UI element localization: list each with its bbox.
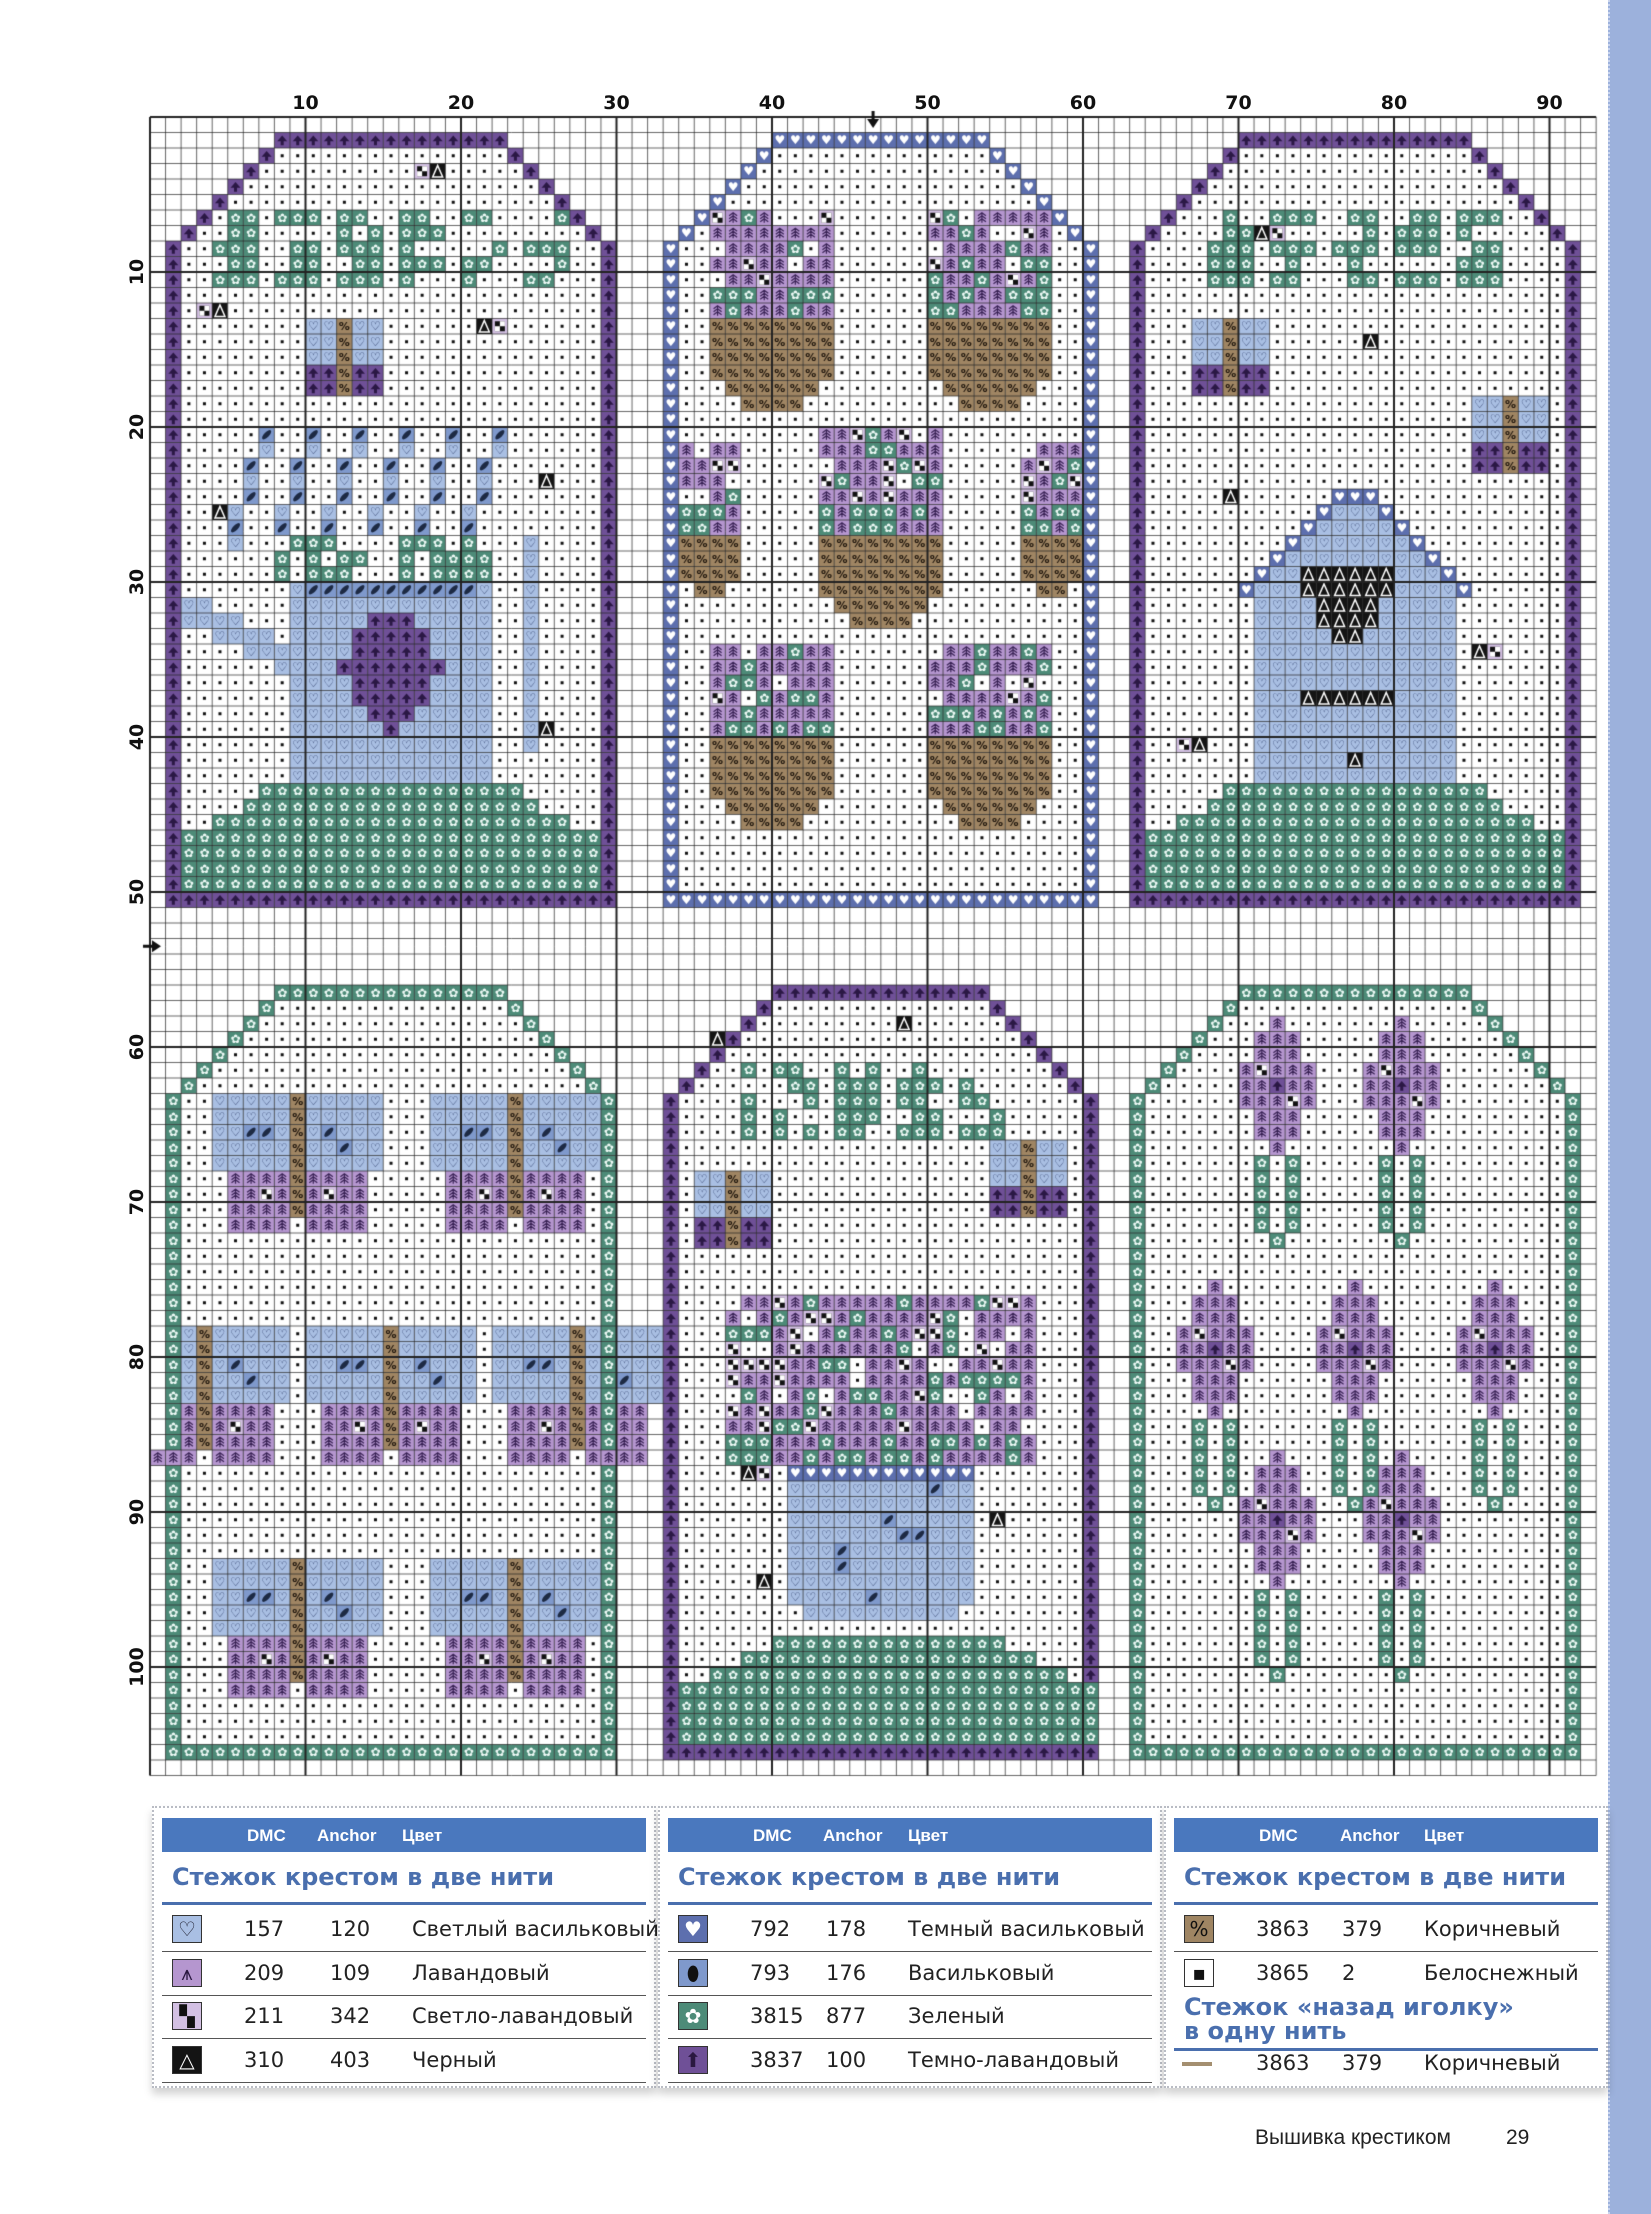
section-title: Стежок крестом в две нити: [172, 1863, 555, 1891]
legend-table-3: DMC Anchor Цвет Стежок крестом в две нит…: [1164, 1806, 1608, 2088]
legend-row: ⬮ 793 176 Васильковый: [668, 1952, 1152, 1996]
dmc-code: 3837: [750, 2047, 804, 2072]
color-name: Лавандовый: [412, 1960, 550, 1985]
color-name: Темный васильковый: [908, 1917, 1145, 1941]
backstitch-title: Стежок «назад иголку»: [1184, 1993, 1514, 2021]
left-tick-label: 30: [126, 568, 148, 596]
legend-row: ♥ 792 178 Темный васильковый: [668, 1908, 1152, 1952]
dmc-code: 793: [750, 1960, 791, 1985]
left-tick-label: 60: [126, 1033, 148, 1061]
top-tick-label: 50: [914, 92, 941, 114]
anchor-code: 176: [826, 1960, 867, 1985]
anchor-code: 100: [826, 2047, 867, 2072]
left-tick-label: 50: [126, 878, 148, 906]
backstitch-title-2: в одну нить: [1184, 2017, 1347, 2045]
top-tick-label: 20: [447, 92, 475, 114]
dmc-code: 157: [244, 1917, 285, 1941]
left-tick-label: 70: [126, 1188, 148, 1216]
top-tick-label: 30: [603, 92, 630, 114]
header-dmc: DMC: [753, 1826, 792, 1845]
dmc-code: 209: [244, 1960, 285, 1985]
dmc-code: 3863: [1256, 1917, 1310, 1941]
oval-slash-icon: ⬮: [678, 1958, 708, 1987]
legend-table-1: DMC Anchor Цвет Стежок крестом в две нит…: [152, 1806, 659, 2088]
line-icon: [1182, 2062, 1212, 2066]
section-title: Стежок крестом в две нити: [678, 1863, 1061, 1891]
legend-header: DMC Anchor Цвет: [162, 1818, 646, 1852]
header-anchor: Anchor: [317, 1826, 377, 1845]
legend-row: ▪ 3865 2 Белоснежный: [1174, 1952, 1598, 1995]
anchor-code: 342: [330, 2004, 371, 2028]
header-anchor: Anchor: [1340, 1826, 1400, 1845]
color-name: Коричневый: [1424, 2051, 1561, 2075]
anchor-code: 379: [1342, 1917, 1383, 1941]
left-tick-label: 90: [126, 1498, 148, 1526]
left-tick-label: 80: [126, 1343, 148, 1371]
color-name: Коричневый: [1424, 1917, 1561, 1941]
legend-row: △ 310 403 Черный: [162, 2039, 646, 2083]
header-color: Цвет: [908, 1826, 949, 1845]
tree-icon: ⩚: [172, 1958, 202, 1987]
heart-outline-icon: ♡: [172, 1915, 202, 1943]
legend-row: ♡ 157 120 Светлый васильковый: [162, 1908, 659, 1952]
legend-row: ⬆ 3837 100 Темно-лавандовый: [668, 2039, 1152, 2083]
legend-row-backstitch: 3863 379 Коричневый: [1174, 2042, 1598, 2085]
anchor-code: 379: [1342, 2051, 1383, 2075]
dmc-code: 792: [750, 1917, 791, 1941]
percent-icon: %: [1184, 1915, 1214, 1943]
top-tick-label: 60: [1069, 92, 1097, 114]
page-edge-stripe: [1608, 0, 1651, 2214]
legend-row: ▚ 211 342 Светло-лавандовый: [162, 1995, 646, 2039]
dmc-code: 3865: [1256, 1960, 1310, 1985]
legend-header: DMC Anchor Цвет: [1174, 1818, 1598, 1852]
arrow-up-icon: ⬆: [678, 2045, 708, 2074]
anchor-code: 120: [330, 1917, 371, 1941]
legend-header: DMC Anchor Цвет: [668, 1818, 1152, 1852]
anchor-code: 178: [826, 1917, 867, 1941]
color-name: Светлый васильковый: [412, 1917, 659, 1941]
left-tick-label: 20: [126, 413, 148, 441]
dmc-code: 211: [244, 2004, 285, 2028]
top-tick-label: 40: [758, 92, 786, 114]
header-color: Цвет: [402, 1826, 443, 1845]
color-name: Черный: [412, 2047, 497, 2072]
header-anchor: Anchor: [823, 1826, 883, 1845]
dmc-code: 310: [244, 2047, 285, 2072]
triangle-icon: △: [172, 2045, 202, 2074]
header-dmc: DMC: [1259, 1826, 1298, 1845]
legend-row: % 3863 379 Коричневый: [1174, 1908, 1598, 1952]
legend-row: ✿ 3815 877 Зеленый: [668, 1995, 1152, 2039]
left-tick-label: 100: [126, 1647, 148, 1687]
color-name: Васильковый: [908, 1960, 1055, 1985]
color-name: Белоснежный: [1424, 1960, 1579, 1985]
flower-icon: ✿: [678, 2002, 708, 2030]
dot-icon: ▪: [1184, 1958, 1214, 1987]
top-tick-label: 70: [1225, 92, 1252, 114]
dmc-code: 3815: [750, 2004, 804, 2028]
legend-row: ⩚ 209 109 Лавандовый: [162, 1952, 646, 1996]
dmc-code: 3863: [1256, 2051, 1310, 2075]
color-name: Светло-лавандовый: [412, 2004, 634, 2028]
anchor-code: 877: [826, 2004, 867, 2028]
left-tick-label: 40: [126, 723, 148, 751]
page-number: 29: [1506, 2126, 1530, 2149]
left-tick-label: 10: [126, 258, 148, 286]
footer-title: Вышивка крестиком: [1255, 2126, 1451, 2149]
legend-table-2: DMC Anchor Цвет Стежок крестом в две нит…: [658, 1806, 1162, 2088]
header-color: Цвет: [1424, 1826, 1465, 1845]
section-title: Стежок крестом в две нити: [1184, 1863, 1567, 1891]
heart-filled-icon: ♥: [678, 1915, 708, 1943]
color-name: Темно-лавандовый: [908, 2047, 1119, 2072]
anchor-code: 2: [1342, 1960, 1356, 1985]
top-tick-label: 10: [292, 92, 319, 114]
anchor-code: 109: [330, 1960, 371, 1985]
anchor-code: 403: [330, 2047, 371, 2072]
top-tick-label: 80: [1380, 92, 1408, 114]
header-dmc: DMC: [247, 1826, 286, 1845]
checker-icon: ▚: [172, 2002, 202, 2030]
top-tick-label: 90: [1536, 92, 1563, 114]
cross-stitch-chart: [0, 0, 1610, 1790]
color-name: Зеленый: [908, 2004, 1005, 2028]
